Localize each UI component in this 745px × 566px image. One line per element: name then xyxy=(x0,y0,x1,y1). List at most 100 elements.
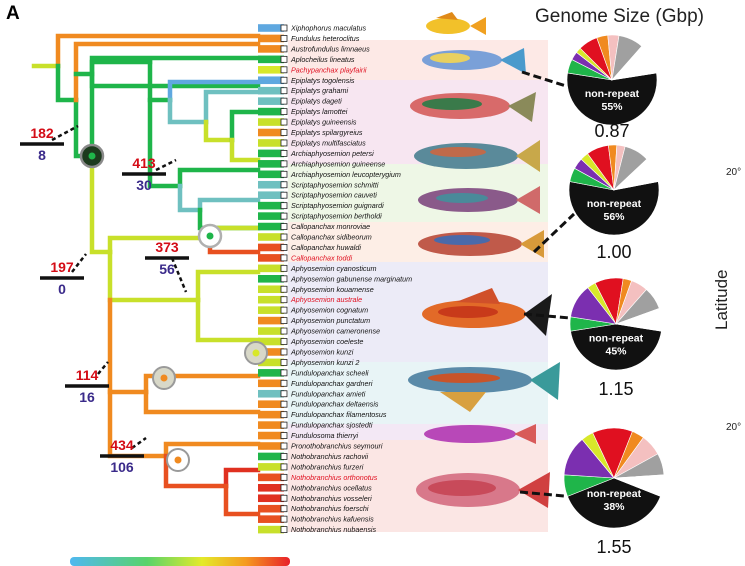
tip-marker xyxy=(280,338,288,345)
species-name: Aphyosemion cameronense xyxy=(290,327,380,336)
fish-illustration xyxy=(410,92,536,122)
tip-color-box xyxy=(258,222,284,231)
pie-slice-nonrepeat xyxy=(568,181,660,236)
tip-color-box xyxy=(258,410,284,419)
fish-illustrations xyxy=(408,12,560,508)
tip-marker xyxy=(280,24,288,32)
species-tip: Fundulus heteroclitus xyxy=(258,34,360,43)
species-name: Archiaphyosemion petersi xyxy=(290,149,374,158)
tip-marker xyxy=(280,515,288,523)
pie-slice-nonrepeat xyxy=(567,477,661,529)
tip-marker xyxy=(280,379,288,387)
tip-color-box xyxy=(258,358,284,367)
tip-color-box xyxy=(258,233,284,241)
genome-size-value: 1.55 xyxy=(596,537,631,557)
tip-marker xyxy=(280,149,288,157)
species-name: Scriptaphyosemion cauveti xyxy=(291,191,377,200)
genome-size-value: 1.00 xyxy=(596,242,631,262)
species-tip: Callopanchax toddi xyxy=(258,253,353,262)
genome-size-value: 0.87 xyxy=(594,121,629,141)
species-tip: Scriptaphyosemion bertholdi xyxy=(258,212,382,221)
tip-marker xyxy=(280,97,288,105)
node-bottom-value: 56 xyxy=(159,261,175,277)
species-tip: Epiplatys togolensis xyxy=(258,76,355,85)
branch xyxy=(223,467,261,489)
node-top-value: 413 xyxy=(132,155,156,171)
species-tip: Scriptaphyosemion schmitti xyxy=(258,180,379,189)
species-tip: Aphyosemion australe xyxy=(258,295,362,304)
species-name: Scriptaphyosemion guignardi xyxy=(291,201,384,210)
branch xyxy=(163,441,261,459)
tip-marker xyxy=(280,421,288,429)
pie-connector xyxy=(521,70,567,88)
branch xyxy=(203,89,261,125)
tip-color-box xyxy=(258,170,284,179)
tip-marker xyxy=(280,108,288,115)
tip-marker xyxy=(280,494,288,502)
tip-marker xyxy=(280,212,288,220)
tip-color-box xyxy=(258,149,284,158)
species-tip: Pronothobranchius seymouri xyxy=(258,442,383,451)
tip-color-box xyxy=(258,191,284,199)
tip-color-box xyxy=(258,327,284,335)
branch xyxy=(177,183,203,213)
tip-color-box xyxy=(258,97,284,105)
node-marker xyxy=(197,223,223,249)
pie-connector xyxy=(519,490,565,498)
tip-color-box xyxy=(258,160,284,168)
node-leader-line xyxy=(51,124,79,142)
node-bottom-value: 30 xyxy=(136,177,152,193)
tip-marker xyxy=(280,358,288,366)
tip-marker xyxy=(280,275,288,283)
species-tip: Archiaphyosemion guineense xyxy=(258,159,385,168)
tip-color-box xyxy=(258,515,284,523)
fish-illustration xyxy=(408,362,560,412)
species-tip: Pachypanchax playfairii xyxy=(258,65,367,74)
tip-marker xyxy=(280,87,288,95)
species-name: Epiplatys spilargyreius xyxy=(291,128,363,137)
branch xyxy=(143,373,261,395)
tip-marker xyxy=(280,526,288,533)
species-tip: Epiplatys multifasciatus xyxy=(258,138,366,147)
pie-slice-nonrepeat xyxy=(570,323,662,371)
species-tip: Callopanchax sidibeorum xyxy=(258,233,372,242)
species-tip: Epiplatys guineensis xyxy=(258,118,357,127)
node-top-value: 373 xyxy=(155,239,179,255)
fish-illustration xyxy=(424,424,536,444)
branch xyxy=(167,79,261,103)
pie-percent: 56% xyxy=(603,211,625,223)
tip-color-box xyxy=(258,24,284,32)
species-tip: Epiplatys grahami xyxy=(258,86,349,95)
pie-label: non-repeat xyxy=(589,332,644,344)
species-name: Nothobranchius rachovii xyxy=(291,452,369,461)
node-marker xyxy=(152,366,176,390)
species-tip: Aphyosemion punctatum xyxy=(258,316,370,325)
pie-slice xyxy=(613,158,659,191)
branch xyxy=(203,119,235,143)
fish-illustration xyxy=(414,140,540,172)
node-leader-line xyxy=(170,257,188,293)
tip-marker xyxy=(280,254,288,262)
node-bottom-value: 106 xyxy=(110,459,134,475)
branch xyxy=(195,269,261,303)
species-tip: Callopanchax huwaldi xyxy=(258,243,361,252)
tip-color-box xyxy=(258,118,284,126)
tip-marker xyxy=(280,306,288,314)
branch xyxy=(55,33,261,69)
pie-connector xyxy=(532,212,576,254)
tip-marker xyxy=(280,191,288,199)
tip-color-box xyxy=(258,337,284,346)
fish-illustration xyxy=(426,12,486,35)
clade-bands xyxy=(288,40,548,532)
node-top-value: 197 xyxy=(50,259,74,275)
tip-color-box xyxy=(258,128,284,137)
panel-letter: A xyxy=(6,3,20,24)
tip-marker xyxy=(280,35,288,42)
node-bottom-value: 16 xyxy=(79,389,95,405)
species-name: Fundulopanchax deltaensis xyxy=(291,400,379,409)
pie-percent: 38% xyxy=(603,501,625,513)
tip-color-box xyxy=(258,389,284,398)
